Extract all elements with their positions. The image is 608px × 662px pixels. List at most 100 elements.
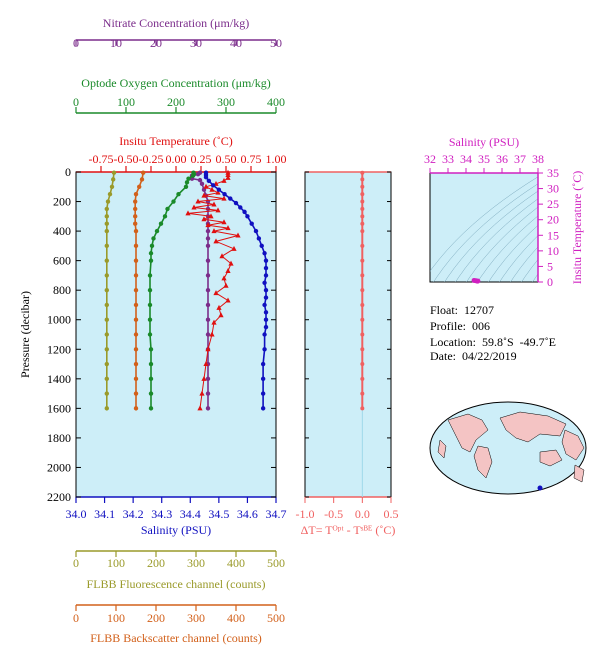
temperature-point <box>216 304 222 310</box>
fluorescence-axis-title: FLBB Fluorescence channel (counts) <box>87 577 266 591</box>
delta-t-point <box>360 199 365 204</box>
oxygen-point <box>148 406 154 411</box>
delta-t-point <box>360 302 365 307</box>
date-text: Date: 04/22/2019 <box>430 349 517 363</box>
fluorescence-point <box>104 317 110 322</box>
backscatter-point <box>133 206 138 212</box>
salinity-point <box>262 251 267 256</box>
pressure-tick-label: 600 <box>53 254 71 268</box>
location-text: Location: 59.8˚S -49.7˚E <box>430 335 556 349</box>
density-contour <box>444 190 538 282</box>
oxygen-point <box>148 347 154 352</box>
salinity-point <box>262 332 267 337</box>
density-contour <box>510 246 538 282</box>
delta-t-plot-background <box>304 171 392 498</box>
pressure-tick-label: 800 <box>53 283 71 297</box>
temperature-point <box>208 213 214 219</box>
delta-t-point <box>360 376 365 381</box>
salinity-point <box>253 228 259 234</box>
temperature-point <box>211 201 217 207</box>
backscatter-point <box>133 361 139 367</box>
nitrate-point <box>205 317 211 322</box>
fluorescence-point <box>111 177 116 182</box>
delta-t-point <box>360 192 365 197</box>
temperature-point <box>211 319 217 325</box>
world-map <box>429 401 587 495</box>
fluorescence-point <box>104 258 110 263</box>
backscatter-point <box>133 221 138 226</box>
fluorescence-point <box>111 170 117 175</box>
oxygen-point <box>148 361 154 367</box>
nitrate-tick-label: 50 <box>270 36 282 50</box>
backscatter-point <box>133 376 139 382</box>
temperature-point <box>218 312 224 318</box>
delta-t-point <box>360 362 365 367</box>
pressure-tick-label: 1000 <box>47 313 71 327</box>
salinity-point <box>260 361 266 367</box>
delta-t-point <box>360 243 365 248</box>
temperature-tick-label: 0.75 <box>241 152 262 166</box>
pressure-tick-label: 1400 <box>47 372 71 386</box>
nitrate-tick-label: 30 <box>190 36 202 50</box>
fluorescence-tick-label: 300 <box>187 556 205 570</box>
nitrate-point <box>205 376 211 382</box>
oxygen-point <box>165 206 170 212</box>
fluorescence-tick-label: 200 <box>147 556 165 570</box>
delta-t-point <box>360 347 365 352</box>
profile-text: Profile: 006 <box>430 319 490 333</box>
nitrate-point <box>205 258 211 263</box>
backscatter-point <box>133 347 139 352</box>
salinity-tick-label: 34.6 <box>237 507 258 521</box>
oxygen-point <box>186 176 191 181</box>
salinity-point <box>203 174 209 180</box>
ts-salinity-tick-label: 37 <box>514 152 526 166</box>
pressure-tick-label: 1200 <box>47 342 71 356</box>
delta-t-point <box>360 221 365 226</box>
oxygen-point <box>148 391 154 396</box>
ts-salinity-tick-label: 33 <box>442 152 454 166</box>
pressure-tick-label: 1600 <box>47 401 71 415</box>
salinity-point <box>206 178 212 184</box>
temperature-point <box>213 238 219 244</box>
delta-t-point <box>360 258 365 263</box>
temperature-point <box>225 297 231 303</box>
oxygen-point <box>147 317 153 322</box>
delta-t-point <box>360 206 365 211</box>
temperature-point <box>205 346 211 352</box>
oxygen-point <box>162 214 168 219</box>
oxygen-point <box>184 180 190 185</box>
nitrate-tick-label: 10 <box>110 36 122 50</box>
temperature-tick-label: -0.25 <box>139 152 164 166</box>
salinity-point <box>216 187 222 192</box>
fluorescence-point <box>104 221 110 226</box>
backscatter-point <box>133 191 139 197</box>
temperature-point <box>225 174 231 180</box>
salinity-point <box>262 280 267 285</box>
salinity-point <box>263 317 269 322</box>
fluorescence-point <box>104 347 110 352</box>
oxygen-tick-label: 100 <box>117 95 135 109</box>
salinity-point <box>263 273 269 278</box>
salinity-point <box>249 221 254 226</box>
nitrate-tick-label: 20 <box>150 36 162 50</box>
salinity-point <box>262 302 267 308</box>
salinity-point <box>263 265 269 271</box>
delta-t-point <box>360 317 365 322</box>
temperature-point <box>223 282 229 288</box>
map-land <box>573 464 585 483</box>
salinity-point <box>263 287 269 293</box>
oxygen-point <box>147 332 153 337</box>
map-land <box>539 449 563 467</box>
salinity-tick-label: 34.7 <box>266 507 287 521</box>
oxygen-point <box>147 273 153 278</box>
backscatter-point <box>133 317 139 322</box>
temperature-point <box>191 204 197 210</box>
oxygen-point <box>158 221 164 226</box>
backscatter-point <box>133 302 139 308</box>
nitrate-point <box>205 391 211 396</box>
density-contour <box>455 198 538 282</box>
main-plot-background <box>76 172 276 497</box>
temperature-point <box>221 275 227 281</box>
temperature-tick-label: -0.75 <box>89 152 114 166</box>
salinity-point <box>263 295 269 300</box>
